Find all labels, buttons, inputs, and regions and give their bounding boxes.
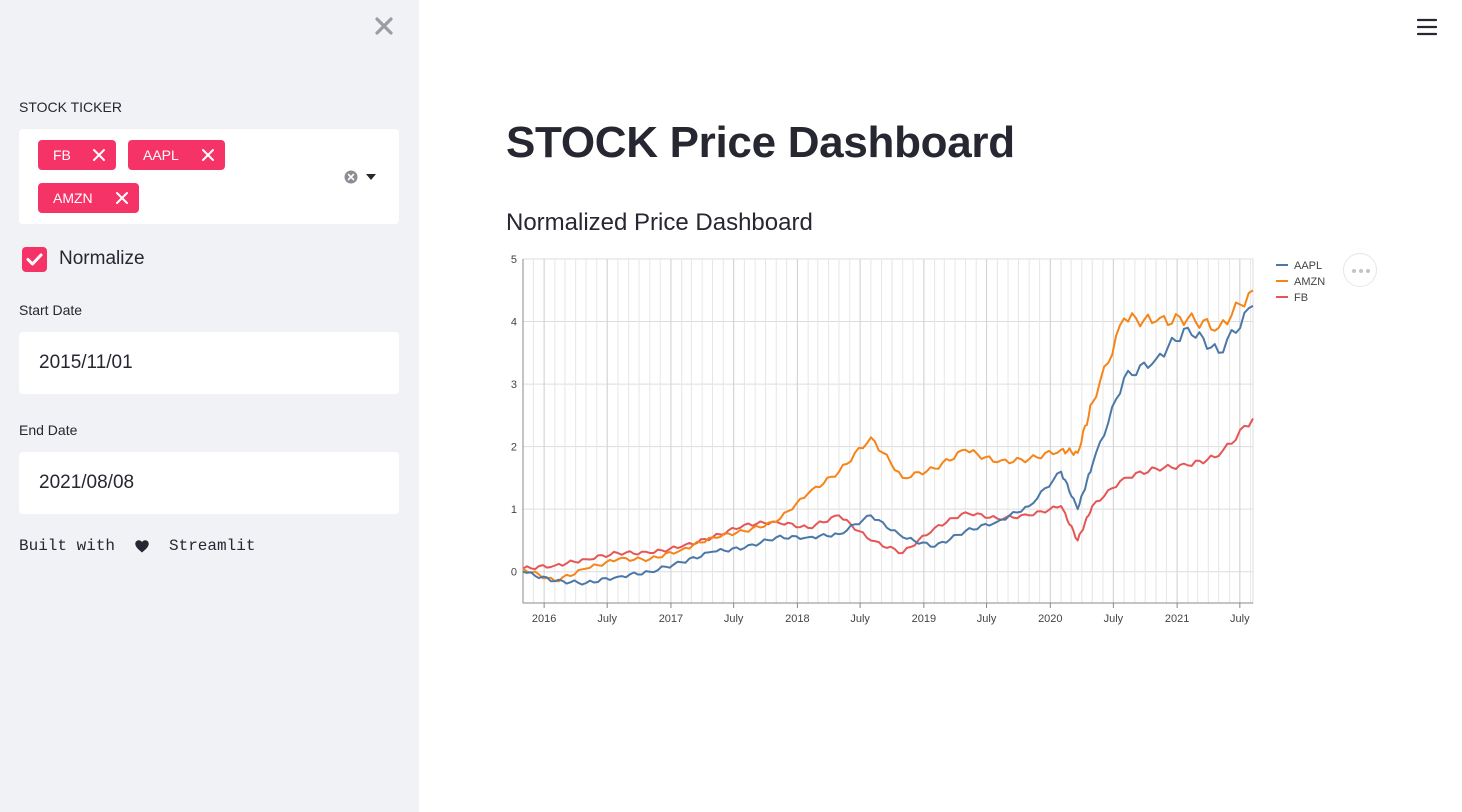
dot-icon	[1359, 269, 1363, 273]
hamburger-menu-icon[interactable]	[1417, 18, 1437, 36]
heart-icon	[135, 540, 149, 553]
legend-label-amzn: AMZN	[1294, 276, 1325, 288]
y-tick-label: 0	[511, 567, 517, 579]
x-tick-label: July	[724, 613, 744, 625]
streamlit-credit: Streamlit	[169, 537, 256, 555]
remove-aapl-icon[interactable]	[201, 148, 215, 162]
remove-amzn-icon[interactable]	[115, 191, 129, 205]
x-tick-label: July	[977, 613, 997, 625]
end-date-input[interactable]	[19, 452, 399, 514]
clear-all-icon[interactable]	[344, 170, 358, 184]
remove-fb-icon[interactable]	[92, 148, 106, 162]
series-line-amzn	[522, 289, 1254, 583]
chart-title: Normalized Price Dashboard	[506, 209, 813, 236]
y-tick-label: 2	[511, 442, 517, 454]
plot-area	[522, 258, 1254, 604]
ticker-chip-label: AMZN	[53, 190, 93, 206]
check-icon	[26, 253, 43, 266]
y-tick-label: 4	[511, 317, 517, 329]
x-tick-label: 2016	[532, 613, 556, 625]
ticker-label: STOCK TICKER	[19, 99, 122, 115]
series-line-fb	[522, 418, 1254, 571]
x-tick-label: 2020	[1038, 613, 1062, 625]
price-line-chart: 0 1 2 3 4 5 2016 July 2017 July 2018 July 2019 July 20…	[511, 254, 1325, 625]
x-tick-label: 2018	[785, 613, 809, 625]
ticker-chip-fb: FB	[38, 140, 116, 170]
x-tick-label: July	[1104, 613, 1124, 625]
ticker-chip-label: AAPL	[143, 147, 179, 163]
ticker-chip-label: FB	[53, 147, 71, 163]
y-tick-label: 5	[511, 254, 517, 266]
ticker-chip-aapl: AAPL	[128, 140, 225, 170]
x-tick-label: 2019	[912, 613, 936, 625]
built-with-text: Built with	[19, 537, 116, 555]
x-tick-label: July	[850, 613, 870, 625]
sidebar: STOCK TICKER FB AAPL AMZN	[0, 0, 419, 812]
legend-label-aapl: AAPL	[1294, 260, 1322, 272]
x-tick-label: July	[1230, 613, 1250, 625]
start-date-label: Start Date	[19, 302, 83, 318]
y-tick-label: 1	[511, 504, 517, 516]
page-title: STOCK Price Dashboard	[506, 118, 1015, 167]
chart-actions-button[interactable]	[1343, 253, 1377, 287]
y-tick-label: 3	[511, 379, 517, 391]
series-line-aapl	[522, 305, 1254, 586]
dot-icon	[1352, 269, 1356, 273]
dot-icon	[1366, 269, 1370, 273]
chevron-down-icon[interactable]	[366, 173, 376, 181]
end-date-label: End Date	[19, 422, 78, 438]
close-sidebar-icon[interactable]	[372, 14, 396, 38]
normalize-checkbox[interactable]	[22, 247, 47, 272]
legend-label-fb: FB	[1294, 292, 1308, 304]
normalize-label: Normalize	[59, 248, 145, 269]
x-tick-label: 2017	[659, 613, 683, 625]
ticker-chip-amzn: AMZN	[38, 183, 139, 213]
ticker-multiselect[interactable]: FB AAPL AMZN	[19, 129, 399, 224]
start-date-input[interactable]	[19, 332, 399, 394]
x-tick-label: 2021	[1165, 613, 1189, 625]
x-tick-label: July	[597, 613, 617, 625]
